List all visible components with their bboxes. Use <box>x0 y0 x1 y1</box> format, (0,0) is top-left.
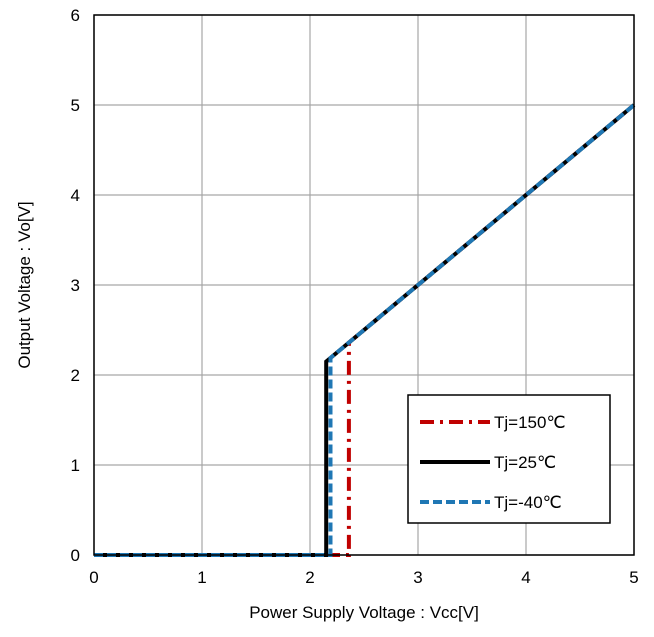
legend-label-0: Tj=150℃ <box>494 413 566 432</box>
plot-frame <box>93 14 635 556</box>
y-tick-labels: 0 1 2 3 4 5 6 <box>71 6 80 565</box>
y-tick-label: 3 <box>71 276 80 295</box>
y-tick-label: 1 <box>71 456 80 475</box>
x-axis-title: Power Supply Voltage : Vcc[V] <box>249 603 479 622</box>
y-axis-title: Output Voltage : Vo[V] <box>15 201 34 368</box>
y-tick-label: 5 <box>71 96 80 115</box>
y-tick-label: 2 <box>71 366 80 385</box>
x-tick-labels: 0 1 2 3 4 5 <box>89 568 638 587</box>
y-tick-label: 4 <box>71 186 80 205</box>
legend-label-2: Tj=-40℃ <box>494 493 562 512</box>
x-tick-label: 4 <box>521 568 530 587</box>
y-tick-label: 0 <box>71 546 80 565</box>
x-tick-label: 3 <box>413 568 422 587</box>
x-tick-label: 0 <box>89 568 98 587</box>
x-tick-label: 2 <box>305 568 314 587</box>
x-tick-label: 5 <box>629 568 638 587</box>
y-tick-label: 6 <box>71 6 80 25</box>
legend-label-1: Tj=25℃ <box>494 453 556 472</box>
x-tick-label: 1 <box>197 568 206 587</box>
legend: Tj=150℃ Tj=25℃ Tj=-40℃ <box>407 394 611 524</box>
